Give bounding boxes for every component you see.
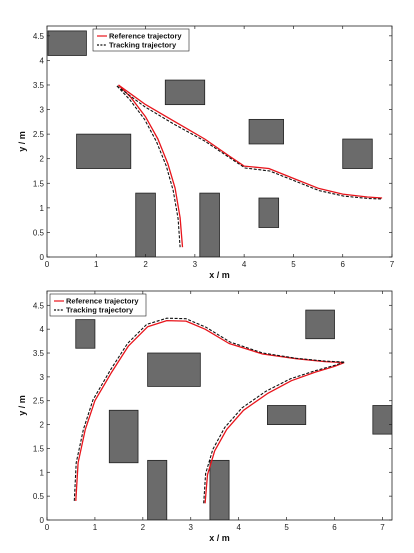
obstacle-1 [75,319,96,349]
y-tick-label: 4.5 [33,301,45,310]
y-tick-label: 1 [40,204,45,213]
x-tick-label: 4 [242,260,247,269]
obstacles [47,30,373,257]
legend-label-2: Tracking trajectory [109,41,177,50]
x-tick-label: 7 [380,523,385,532]
x-tick-label: 4 [236,523,241,532]
tracking-trajectory-1 [116,85,181,248]
legend-label-2: Tracking trajectory [66,306,134,315]
y-tick-label: 1 [40,468,45,477]
axes-frame [46,290,393,521]
y-tick-label: 4.5 [33,32,45,41]
obstacle-5 [209,459,230,520]
legend-label-1: Reference trajectory [66,297,139,306]
plot-top: 0 1 2 3 4 5 6 7 0 0.5 1 1.5 2 2.5 3 3.5 4 4.5 x / m y / m Re… [17,25,395,280]
obstacle-7 [305,309,335,340]
y-tick-label: 2.5 [33,397,45,406]
y-tick-label: 4 [40,56,45,65]
y-tick-label: 1.5 [33,444,45,453]
y-axis-label: y / m [17,395,27,416]
obstacle-2 [76,133,132,169]
x-tick-label: 3 [193,260,198,269]
y-tick-label: 4 [40,325,45,334]
obstacle-3 [147,352,201,387]
obstacle-2 [108,409,139,464]
legend-box [49,293,147,317]
x-tick-label: 2 [141,523,146,532]
y-tick-label: 3 [40,373,45,382]
obstacle-5 [199,192,220,257]
trajectories [73,317,345,504]
x-tick-label: 1 [94,260,99,269]
reference-trajectory-1 [75,319,345,501]
tracking-trajectory-2 [116,85,383,200]
legend-label-1: Reference trajectory [109,32,182,41]
y-tick-label: 3 [40,106,45,115]
trajectories [116,84,383,248]
y-tick-label: 0.5 [33,492,45,501]
reference-trajectory-2 [204,361,345,504]
obstacle-8 [342,138,373,169]
obstacle-4 [164,79,206,106]
y-axis-label: y / m [17,131,27,152]
tracking-trajectory-1 [73,317,345,501]
x-tick-label: 2 [143,260,148,269]
reference-trajectory-1 [118,84,184,248]
obstacle-1 [47,30,87,56]
x-tick-label: 6 [332,523,337,532]
y-tick-label: 0 [40,516,45,525]
legend-box [92,28,190,52]
x-axis-label: x / m [209,533,230,543]
x-tick-label: 3 [189,523,194,532]
x-tick-label: 0 [45,523,50,532]
y-tick-label: 2 [40,421,45,430]
obstacle-6 [248,118,284,145]
obstacle-4 [147,459,168,520]
reference-trajectory-2 [118,84,383,199]
obstacles [75,309,392,520]
y-tick-label: 2.5 [33,130,45,139]
x-tick-label: 1 [93,523,98,532]
x-tick-label: 5 [291,260,296,269]
x-tick-label: 0 [45,260,50,269]
obstacle-7 [258,197,280,228]
y-tick-label: 0 [40,253,45,262]
y-tick-label: 2 [40,155,45,164]
y-tick-label: 3.5 [33,349,45,358]
axes-frame [46,25,393,258]
plot-bottom: 0 1 2 3 4 5 6 7 0 0.5 1 1.5 2 2.5 3 3.5 4 4.5 x / m y / m Re… [17,290,393,543]
y-tick-label: 0.5 [33,228,45,237]
x-tick-label: 5 [284,523,289,532]
y-tick-label: 3.5 [33,81,45,90]
y-tick-label: 1.5 [33,179,45,188]
x-axis-label: x / m [209,270,230,280]
x-tick-label: 7 [390,260,395,269]
obstacle-6 [267,405,307,425]
obstacle-8 [372,405,392,435]
obstacle-3 [135,192,156,257]
x-tick-label: 6 [340,260,345,269]
tracking-trajectory-2 [203,361,345,504]
